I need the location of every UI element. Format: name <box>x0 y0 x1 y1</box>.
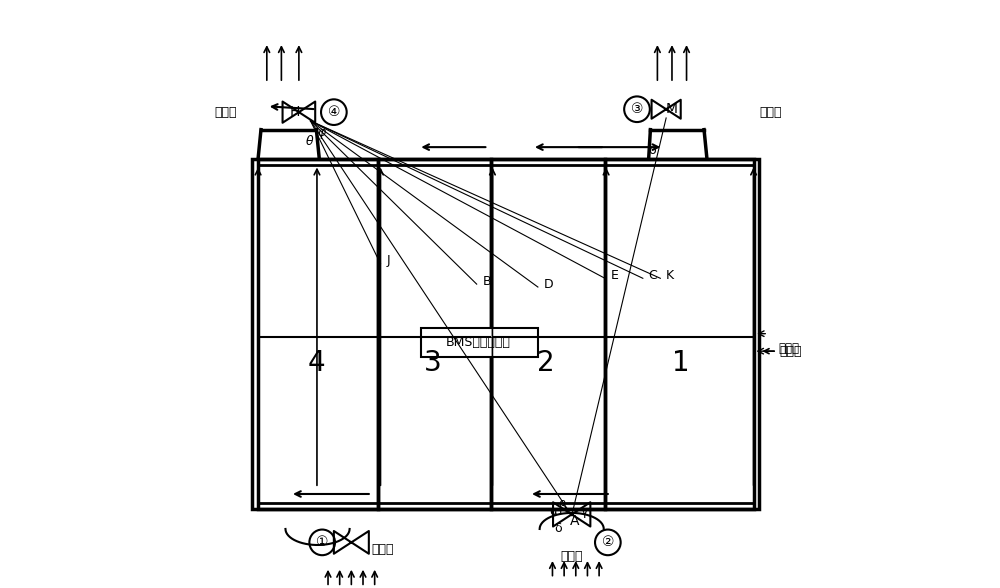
Text: ②: ② <box>602 536 614 549</box>
Bar <box>491 159 605 509</box>
Text: 2: 2 <box>537 349 554 377</box>
Text: BMS及报警模块: BMS及报警模块 <box>446 336 511 349</box>
Text: 3: 3 <box>424 349 442 377</box>
Text: φ: φ <box>317 126 325 139</box>
Text: E: E <box>611 269 619 282</box>
Bar <box>258 159 378 509</box>
Text: H: H <box>290 105 300 119</box>
Text: 4: 4 <box>308 349 325 377</box>
Text: β: β <box>559 500 567 513</box>
Bar <box>258 165 754 503</box>
Text: 1: 1 <box>672 349 690 377</box>
Text: δ: δ <box>554 523 562 536</box>
Text: J: J <box>386 254 390 268</box>
Text: 进风口: 进风口 <box>560 550 583 563</box>
Text: B: B <box>483 275 491 288</box>
Text: K: K <box>666 269 674 282</box>
Bar <box>252 159 759 509</box>
Text: A: A <box>570 514 579 529</box>
Text: ③: ③ <box>631 102 643 116</box>
Text: ①: ① <box>316 536 328 549</box>
Text: 电池箱: 电池箱 <box>764 345 802 358</box>
Text: 电池箱: 电池箱 <box>778 342 799 355</box>
Bar <box>605 159 754 509</box>
Text: 出风口: 出风口 <box>760 106 782 119</box>
Text: σ: σ <box>649 143 657 156</box>
Bar <box>378 159 491 509</box>
Text: D: D <box>544 278 553 290</box>
Text: C: C <box>649 269 657 282</box>
Text: 出风口: 出风口 <box>215 106 237 119</box>
Text: γ: γ <box>581 505 588 518</box>
Text: α: α <box>550 505 558 518</box>
FancyBboxPatch shape <box>421 328 538 357</box>
Text: ④: ④ <box>328 105 340 119</box>
Text: θ: θ <box>306 135 313 148</box>
Text: M: M <box>666 102 678 116</box>
Text: 进风口: 进风口 <box>371 543 393 556</box>
